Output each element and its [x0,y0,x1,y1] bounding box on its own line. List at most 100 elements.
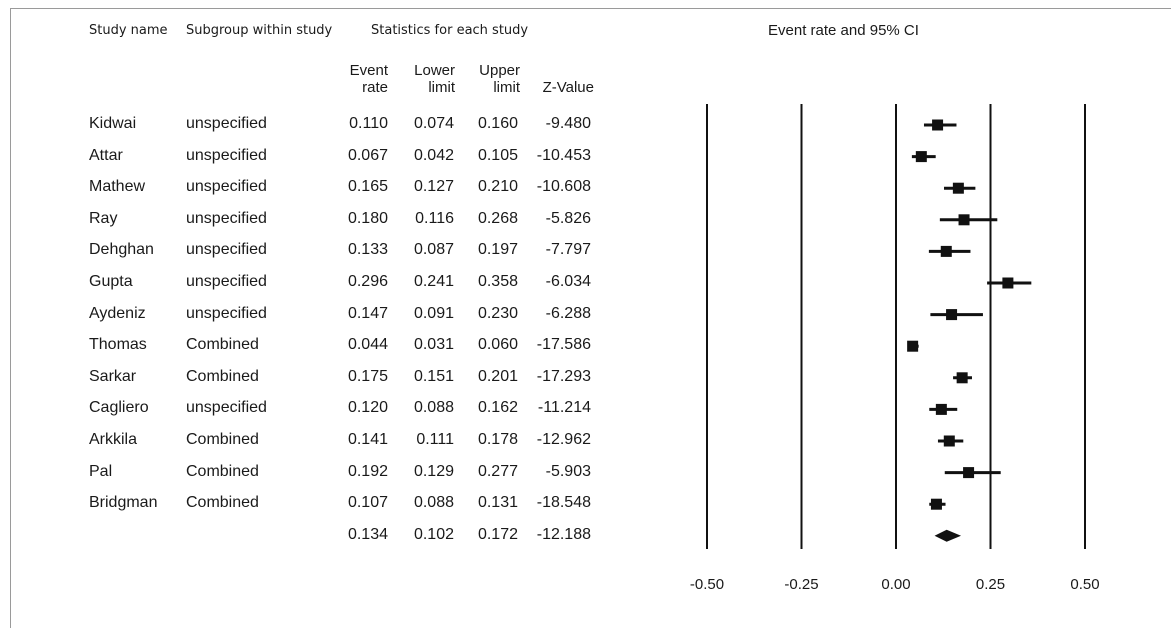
col-header-event-rate-line1: Event [349,62,388,79]
z-value: -10.608 [536,178,591,196]
subgroup: unspecified [186,178,267,196]
lower-limit: 0.102 [413,525,454,543]
x-tick-label: 0.25 [976,576,1005,593]
point-estimate-marker [930,498,942,510]
point-estimate-marker [932,119,944,131]
z-value: -18.548 [536,494,591,512]
chart-frame [10,8,1171,628]
col-header-upper-limit: Upper limit [460,62,520,96]
lower-limit: 0.151 [413,367,454,385]
col-header-upper-line1: Upper [479,62,520,79]
summary-diamond [934,529,962,542]
event-rate: 0.107 [347,494,388,512]
x-tick-label: -0.50 [690,576,724,593]
study-name: Gupta [89,273,133,290]
upper-limit: 0.230 [477,304,518,322]
z-value: -5.903 [545,462,591,480]
study-name: Arkkila [89,431,138,448]
subgroup: unspecified [186,273,267,290]
upper-limit: 0.358 [477,273,518,290]
study-name: Sarkar [89,367,137,385]
study-name: Pal [89,462,113,480]
upper-limit: 0.131 [477,494,518,512]
subgroup: unspecified [186,115,267,132]
point-estimate-marker [1002,277,1014,289]
z-value: -17.586 [536,336,591,354]
z-value: -6.034 [545,273,591,290]
point-estimate-marker [915,151,927,163]
col-header-event-rate: Event rate [330,62,388,96]
subgroup: Combined [186,431,259,448]
z-value: -17.293 [536,367,591,385]
z-value: -12.188 [536,525,591,543]
event-rate: 0.141 [347,431,388,448]
event-rate: 0.175 [347,367,388,385]
upper-limit: 0.162 [477,399,518,417]
study-name: Bridgman [89,494,158,512]
lower-limit: 0.111 [416,431,454,448]
z-value: -9.480 [545,115,591,132]
event-rate: 0.044 [347,336,388,354]
lower-limit: 0.074 [413,115,454,132]
col-header-lower-line1: Lower [414,62,455,79]
point-estimate-marker [907,340,919,352]
study-name: Attar [89,146,123,164]
point-estimate-marker [956,372,968,384]
event-rate: 0.110 [349,115,388,132]
subgroup: Combined [186,494,259,512]
upper-limit: 0.197 [477,241,518,259]
study-name: Mathew [89,178,146,196]
point-estimate-marker [943,435,955,447]
lower-limit: 0.088 [413,399,454,417]
event-rate: 0.180 [347,209,388,227]
point-estimate-marker [952,182,964,194]
event-rate: 0.165 [347,178,388,196]
lower-limit: 0.127 [413,178,454,196]
z-value: -6.288 [545,304,591,322]
study-name: Ray [89,209,118,227]
lower-limit: 0.116 [415,209,454,227]
subgroup: unspecified [186,209,267,227]
upper-limit: 0.268 [477,209,518,227]
upper-limit: 0.210 [477,178,518,196]
x-tick-label: -0.25 [784,576,818,593]
header-study-name: Study name [89,23,168,38]
study-name: Cagliero [89,399,149,417]
upper-limit: 0.178 [477,431,518,448]
col-header-event-rate-line2: rate [362,79,388,96]
col-header-upper-line2: limit [493,79,520,96]
study-name: Dehghan [89,241,154,259]
subgroup: Combined [186,336,259,354]
z-value: -12.962 [536,431,591,448]
event-rate: 0.133 [347,241,388,259]
event-rate: 0.067 [347,146,388,164]
point-estimate-marker [935,403,947,415]
plot-title: Event rate and 95% CI [768,22,919,39]
upper-limit: 0.172 [477,525,518,543]
upper-limit: 0.105 [477,146,518,164]
lower-limit: 0.241 [413,273,454,290]
point-estimate-marker [958,214,970,226]
header-statistics: Statistics for each study [371,23,529,38]
point-estimate-marker [946,309,958,321]
subgroup: unspecified [186,399,267,417]
point-estimate-marker [963,467,975,479]
subgroup: Combined [186,367,259,385]
study-name: Aydeniz [89,304,146,322]
z-value: -11.214 [537,399,591,417]
upper-limit: 0.160 [477,115,518,132]
x-tick-label: 0.00 [881,576,910,593]
upper-limit: 0.201 [477,367,518,385]
event-rate: 0.120 [347,399,388,417]
lower-limit: 0.088 [413,494,454,512]
header-subgroup: Subgroup within study [186,23,333,38]
subgroup: unspecified [186,146,267,164]
col-header-z-value: Z-Value [542,79,594,96]
z-value: -7.797 [545,241,591,259]
x-tick-label: 0.50 [1070,576,1099,593]
lower-limit: 0.087 [413,241,454,259]
subgroup: Combined [186,462,259,480]
lower-limit: 0.042 [413,146,454,164]
z-value: -10.453 [536,146,591,164]
